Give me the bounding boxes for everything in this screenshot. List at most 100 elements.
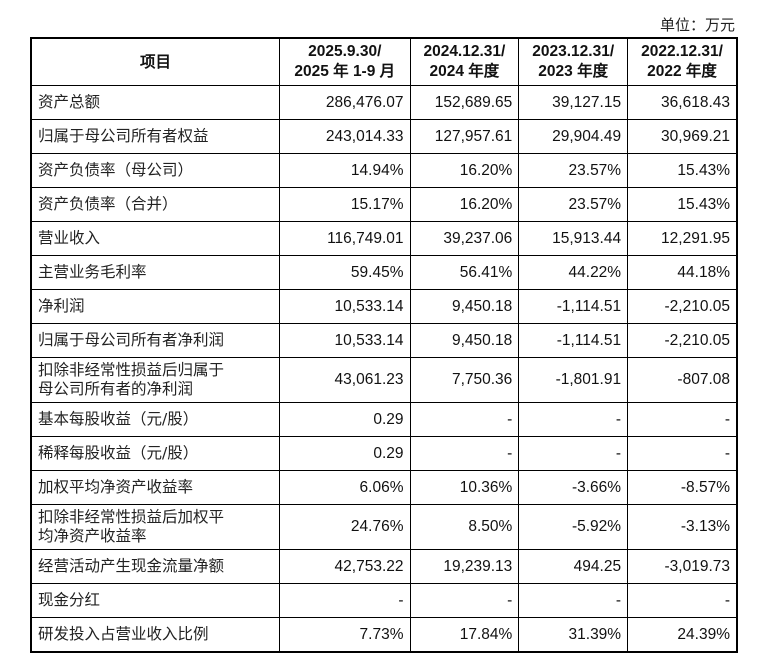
row-value: 17.84% (409, 617, 520, 653)
row-value: 10.36% (409, 470, 520, 505)
row-value: 10,533.14 (279, 323, 411, 358)
header-item-label: 项目 (139, 53, 171, 71)
row-label-text: 现金分红 (38, 591, 101, 609)
row-value: 23.57% (518, 187, 629, 222)
row-value: 15.43% (627, 153, 738, 188)
row-value: 152,689.65 (409, 85, 520, 120)
row-value: 56.41% (409, 255, 520, 290)
row-value: 16.20% (409, 187, 520, 222)
row-value: 31.39% (518, 617, 629, 653)
row-value: 24.76% (279, 504, 411, 550)
row-value: 59.45% (279, 255, 411, 290)
row-value: -2,210.05 (627, 289, 738, 324)
row-label-text: 基本每股收益（元/股） (38, 410, 199, 428)
row-label-text: 扣除非经常性损益后加权平 (38, 508, 225, 526)
row-value: - (518, 436, 629, 471)
row-value: 43,061.23 (279, 357, 411, 403)
row-label: 归属于母公司所有者净利润 (30, 323, 280, 358)
row-value: 7,750.36 (409, 357, 520, 403)
row-value: 6.06% (279, 470, 411, 505)
row-value: -1,801.91 (518, 357, 629, 403)
header-line1: 2022.12.31/ (641, 43, 723, 60)
row-value: 15.43% (627, 187, 738, 222)
row-value: -3,019.73 (627, 549, 738, 584)
row-value: 19,239.13 (409, 549, 520, 584)
header-2023: 2023.12.31/2023 年度 (518, 37, 629, 86)
table-row: 营业收入 116,749.01 39,237.06 15,913.44 12,291.9… (30, 221, 738, 256)
row-label-text: 归属于母公司所有者权益 (38, 127, 209, 145)
row-value: -1,114.51 (518, 323, 629, 358)
row-value: -5.92% (518, 504, 629, 550)
unit-label: 单位：万元 (659, 16, 735, 34)
row-value: 14.94% (279, 153, 411, 188)
row-label-text: 经营活动产生现金流量净额 (38, 557, 225, 575)
table-row: 扣除非经常性损益后归属于 母公司所有者的净利润 43,061.23 7,750.36-… (30, 357, 738, 403)
table-row: 归属于母公司所有者净利润 10,533.14 9,450.18 -1,114.51 -2… (30, 323, 738, 358)
row-label-text: 资产负债率（母公司） (38, 161, 194, 179)
row-value: 116,749.01 (279, 221, 411, 256)
header-line2: 2023 年度 (538, 63, 609, 80)
row-label-text: 研发投入占营业收入比例 (38, 625, 209, 643)
row-value: 42,753.22 (279, 549, 411, 584)
table-row: 扣除非经常性损益后加权平 均净资产收益率 24.76% 8.50% -5.92% -3.1… (30, 504, 738, 550)
row-label-text: 营业收入 (38, 229, 101, 247)
row-value: 44.18% (627, 255, 738, 290)
row-value: 494.25 (518, 549, 629, 584)
row-label-text-line2: 母公司所有者的净利润 (38, 380, 194, 398)
row-value: 9,450.18 (409, 323, 520, 358)
header-line1: 2025.9.30/ (308, 43, 382, 60)
table-row: 归属于母公司所有者权益 243,014.33 127,957.61 29,904.49… (30, 119, 738, 154)
row-value: 9,450.18 (409, 289, 520, 324)
row-value: -2,210.05 (627, 323, 738, 358)
row-value: 39,127.15 (518, 85, 629, 120)
row-value: 243,014.33 (279, 119, 411, 154)
table-row: 资产总额 286,476.07 152,689.65 39,127.15 36,618.… (30, 85, 738, 120)
row-label: 归属于母公司所有者权益 (30, 119, 280, 154)
row-value: 127,957.61 (409, 119, 520, 154)
row-label-text-line2: 均净资产收益率 (38, 527, 147, 545)
row-value: 16.20% (409, 153, 520, 188)
table-row: 主营业务毛利率 59.45% 56.41% 44.22% 44.18% (30, 255, 738, 290)
row-label: 主营业务毛利率 (30, 255, 280, 290)
row-label-text: 稀释每股收益（元/股） (38, 444, 199, 462)
row-value: 0.29 (279, 436, 411, 471)
row-value: -3.13% (627, 504, 738, 550)
table-row: 基本每股收益（元/股） 0.29- - - (30, 402, 738, 437)
row-value: 44.22% (518, 255, 629, 290)
row-label: 研发投入占营业收入比例 (30, 617, 280, 653)
row-value: 7.73% (279, 617, 411, 653)
row-value: -807.08 (627, 357, 738, 403)
row-value: - (627, 402, 738, 437)
row-value: 15,913.44 (518, 221, 629, 256)
header-line2: 2024 年度 (429, 63, 500, 80)
row-label: 营业收入 (30, 221, 280, 256)
row-value: - (409, 583, 520, 618)
row-value: -8.57% (627, 470, 738, 505)
row-value: - (518, 402, 629, 437)
row-label-text: 加权平均净资产收益率 (38, 478, 194, 496)
header-item: 项目 (30, 37, 280, 86)
table-header-row: 项目 2025.9.30/2025 年 1-9 月 2024.12.31/202… (30, 37, 738, 86)
row-label: 净利润 (30, 289, 280, 324)
row-label-text: 资产总额 (38, 93, 101, 111)
row-value: - (627, 436, 738, 471)
header-line1: 2023.12.31/ (532, 43, 615, 60)
row-label-text: 归属于母公司所有者净利润 (38, 331, 225, 349)
row-label-text: 扣除非经常性损益后归属于 (38, 361, 225, 379)
row-value: - (279, 583, 411, 618)
row-value: 12,291.95 (627, 221, 738, 256)
table-row: 资产负债率（母公司） 14.94% 16.20% 23.57% 15.43% (30, 153, 738, 188)
row-label-text: 净利润 (38, 297, 85, 315)
row-value: 8.50% (409, 504, 520, 550)
row-value: 286,476.07 (279, 85, 411, 120)
header-2024: 2024.12.31/2024 年度 (409, 37, 520, 86)
table-row: 现金分红 - - - - (30, 583, 738, 618)
table-row: 稀释每股收益（元/股） 0.29- - - (30, 436, 738, 471)
header-line1: 2024.12.31/ (423, 43, 506, 60)
row-label-text: 主营业务毛利率 (38, 263, 147, 281)
row-value: - (409, 436, 520, 471)
row-value: 29,904.49 (518, 119, 629, 154)
header-line2: 2025 年 1-9 月 (294, 63, 396, 80)
row-value: 24.39% (627, 617, 738, 653)
row-label: 经营活动产生现金流量净额 (30, 549, 280, 584)
